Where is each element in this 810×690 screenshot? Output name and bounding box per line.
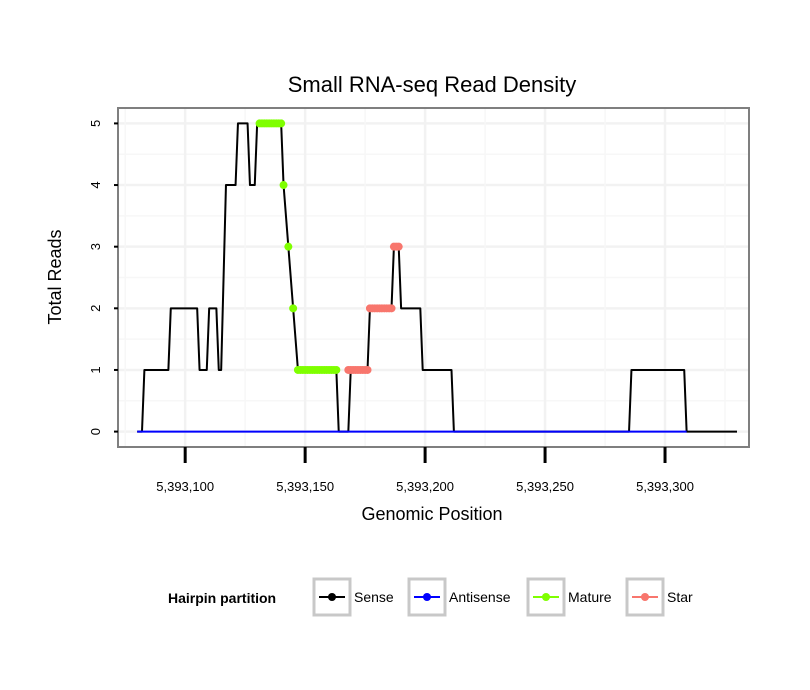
series-points — [255, 119, 403, 374]
legend-key-point — [328, 593, 336, 601]
y-tick-label: 5 — [88, 120, 103, 127]
plot-border — [117, 107, 750, 448]
y-axis: 0 1 2 3 4 5 — [88, 120, 118, 435]
y-tick-label: 1 — [88, 366, 103, 373]
legend: Hairpin partition Sense Antisense Mature St… — [168, 577, 693, 617]
y-axis-title: Total Reads — [45, 229, 65, 324]
data-point-mature — [284, 242, 293, 251]
legend-title: Hairpin partition — [168, 590, 276, 606]
x-tick-label: 5,393,150 — [276, 479, 334, 494]
y-tick-label: 3 — [88, 243, 103, 250]
data-point-mature — [289, 304, 298, 313]
x-axis: 5,393,100 5,393,150 5,393,200 5,393,250 5,39… — [156, 447, 694, 494]
data-point-star — [363, 365, 372, 374]
grid — [118, 108, 749, 447]
data-point-star — [394, 242, 403, 251]
x-tick-label: 5,393,250 — [516, 479, 574, 494]
legend-label-antisense: Antisense — [449, 589, 511, 605]
legend-label-sense: Sense — [354, 589, 394, 605]
data-point-star — [387, 304, 396, 313]
data-point-mature — [277, 119, 286, 128]
x-tick-label: 5,393,300 — [636, 479, 694, 494]
y-tick-label: 4 — [88, 181, 103, 188]
data-point-mature — [279, 181, 288, 190]
legend-key-point — [542, 593, 550, 601]
x-tick-label: 5,393,200 — [396, 479, 454, 494]
legend-key-point — [423, 593, 431, 601]
legend-label-star: Star — [667, 589, 693, 605]
chart-title: Small RNA-seq Read Density — [288, 72, 577, 97]
legend-label-mature: Mature — [568, 589, 612, 605]
data-point-mature — [332, 365, 341, 374]
legend-key-point — [641, 593, 649, 601]
x-axis-title: Genomic Position — [361, 504, 502, 524]
y-tick-label: 2 — [88, 305, 103, 312]
x-tick-label: 5,393,100 — [156, 479, 214, 494]
y-tick-label: 0 — [88, 428, 103, 435]
